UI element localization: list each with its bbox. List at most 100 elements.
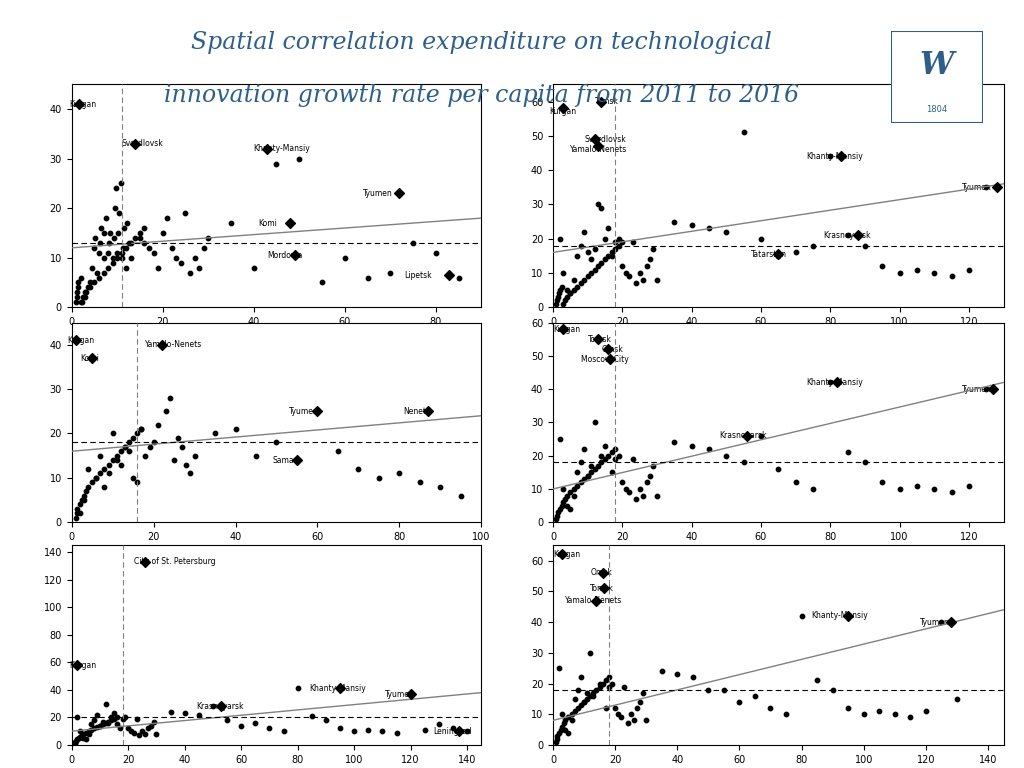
Point bbox=[600, 343, 616, 356]
Point bbox=[69, 286, 85, 299]
Point bbox=[550, 287, 566, 300]
Point bbox=[583, 459, 599, 472]
Point bbox=[120, 722, 136, 734]
Point bbox=[92, 720, 109, 732]
Point bbox=[580, 247, 596, 259]
Point bbox=[412, 476, 428, 488]
Point bbox=[77, 291, 93, 303]
Point bbox=[88, 472, 104, 484]
Point bbox=[136, 237, 153, 249]
Point bbox=[716, 684, 732, 696]
Point bbox=[96, 463, 113, 475]
Point bbox=[617, 266, 634, 279]
Point bbox=[291, 153, 307, 165]
Point bbox=[137, 556, 154, 568]
Point bbox=[68, 296, 84, 309]
Point bbox=[942, 616, 958, 628]
Point bbox=[145, 716, 162, 728]
Point bbox=[833, 151, 849, 163]
Point bbox=[75, 728, 91, 740]
Point bbox=[154, 339, 170, 351]
Point bbox=[145, 436, 162, 449]
Point bbox=[166, 454, 182, 466]
Point bbox=[359, 271, 376, 283]
Point bbox=[309, 406, 326, 418]
Point bbox=[121, 436, 137, 449]
Point bbox=[248, 449, 264, 462]
Point bbox=[70, 281, 86, 293]
Point bbox=[246, 261, 262, 273]
Point bbox=[623, 708, 639, 720]
Point bbox=[597, 439, 613, 452]
Point bbox=[127, 232, 143, 244]
Point bbox=[569, 479, 586, 492]
Point bbox=[731, 696, 748, 708]
Point bbox=[96, 227, 113, 239]
Point bbox=[857, 240, 873, 252]
Point bbox=[86, 276, 102, 289]
Point bbox=[840, 702, 856, 714]
Point bbox=[562, 287, 579, 300]
Point bbox=[123, 252, 139, 264]
Point bbox=[178, 458, 195, 471]
Point bbox=[388, 727, 404, 739]
Point bbox=[118, 261, 134, 273]
Point bbox=[572, 240, 589, 252]
Point bbox=[610, 240, 627, 252]
Point bbox=[551, 727, 567, 739]
Point bbox=[89, 709, 105, 721]
Point bbox=[129, 427, 145, 439]
Point bbox=[572, 456, 589, 468]
Point bbox=[100, 458, 117, 471]
Point bbox=[554, 708, 570, 720]
Point bbox=[72, 730, 88, 743]
Point bbox=[95, 252, 112, 264]
Text: Tyumen: Tyumen bbox=[289, 407, 318, 415]
Point bbox=[68, 511, 84, 524]
Point bbox=[95, 266, 112, 279]
Point bbox=[840, 229, 856, 241]
Point bbox=[70, 733, 86, 746]
Point bbox=[133, 423, 150, 435]
Point bbox=[213, 700, 229, 713]
Text: Sverdlovsk: Sverdlovsk bbox=[584, 135, 626, 144]
Point bbox=[70, 276, 86, 289]
Point bbox=[112, 207, 128, 220]
Point bbox=[829, 376, 846, 389]
Point bbox=[891, 483, 907, 495]
Point bbox=[563, 708, 580, 720]
Point bbox=[382, 266, 398, 279]
Point bbox=[635, 489, 651, 502]
Point bbox=[432, 481, 449, 493]
Point bbox=[92, 467, 109, 479]
Point bbox=[579, 693, 595, 705]
Text: W: W bbox=[920, 50, 954, 81]
Point bbox=[72, 507, 88, 519]
Point bbox=[597, 253, 613, 266]
Point bbox=[590, 260, 606, 272]
Point bbox=[613, 711, 630, 723]
Point bbox=[569, 702, 586, 714]
Point bbox=[583, 466, 599, 478]
Point bbox=[100, 247, 117, 259]
Point bbox=[113, 445, 129, 458]
Point bbox=[588, 684, 604, 696]
Text: Krasnoyarsk: Krasnoyarsk bbox=[196, 702, 244, 711]
Point bbox=[150, 419, 166, 431]
Point bbox=[560, 727, 577, 739]
Point bbox=[614, 260, 631, 272]
Point bbox=[590, 333, 606, 346]
Point bbox=[778, 708, 795, 720]
Point bbox=[575, 696, 592, 708]
Point bbox=[69, 291, 85, 303]
Point bbox=[556, 717, 572, 730]
Point bbox=[700, 443, 717, 455]
Point bbox=[87, 232, 103, 244]
Point bbox=[557, 714, 573, 727]
Point bbox=[136, 222, 153, 234]
Point bbox=[565, 489, 582, 502]
Point bbox=[444, 722, 461, 734]
Point bbox=[104, 427, 121, 439]
Point bbox=[607, 702, 624, 714]
Text: Khanty-Mansiy: Khanty-Mansiy bbox=[806, 378, 862, 387]
